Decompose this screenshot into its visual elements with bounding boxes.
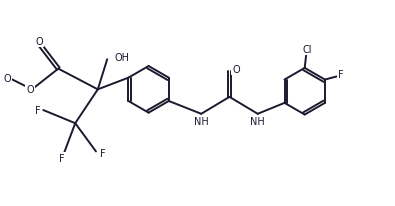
Text: F: F bbox=[59, 153, 65, 163]
Text: NH: NH bbox=[194, 116, 209, 126]
Text: NH: NH bbox=[250, 116, 265, 126]
Text: F: F bbox=[35, 105, 40, 116]
Text: OH: OH bbox=[115, 53, 130, 63]
Text: Cl: Cl bbox=[303, 45, 312, 55]
Text: O: O bbox=[36, 37, 43, 47]
Text: O: O bbox=[4, 74, 11, 84]
Text: F: F bbox=[100, 149, 105, 158]
Text: F: F bbox=[338, 70, 344, 80]
Text: O: O bbox=[26, 85, 34, 95]
Text: O: O bbox=[232, 64, 240, 74]
